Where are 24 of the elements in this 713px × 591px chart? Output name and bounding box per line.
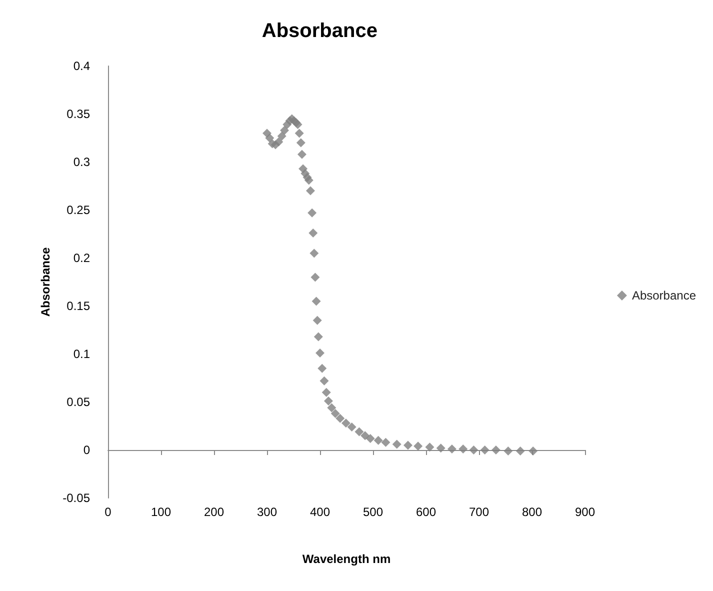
x-axis-title: Wavelength nm	[302, 552, 391, 566]
y-tick-label: 0.2	[73, 251, 90, 265]
x-tick-label: 500	[362, 505, 384, 519]
x-tick-label: 100	[150, 505, 172, 519]
x-tick-label: 200	[204, 505, 224, 519]
y-tick-label: 0.35	[66, 107, 90, 121]
x-tick-label: 0	[104, 505, 112, 519]
x-tick-label: 600	[416, 505, 436, 519]
y-tick-label: -0.05	[62, 491, 90, 505]
y-tick-label: 0.05	[66, 395, 90, 409]
chart-title: Absorbance	[262, 20, 378, 42]
y-tick-label: 0.3	[73, 155, 90, 169]
y-tick-label: 0.4	[73, 59, 90, 73]
x-tick-label: 400	[310, 505, 330, 519]
x-tick-label: 700	[468, 505, 490, 519]
y-tick-label: 0	[83, 443, 90, 457]
x-tick-label: 300	[256, 505, 278, 519]
legend-label: Absorbance	[632, 288, 696, 302]
x-tick-label: 800	[522, 505, 542, 519]
x-tick-label: 900	[574, 505, 596, 519]
y-tick-label: 0.25	[66, 203, 90, 217]
y-tick-label: 0.15	[66, 299, 90, 313]
y-axis-title: Absorbance	[38, 247, 53, 317]
y-tick-label: 0.1	[73, 347, 90, 361]
